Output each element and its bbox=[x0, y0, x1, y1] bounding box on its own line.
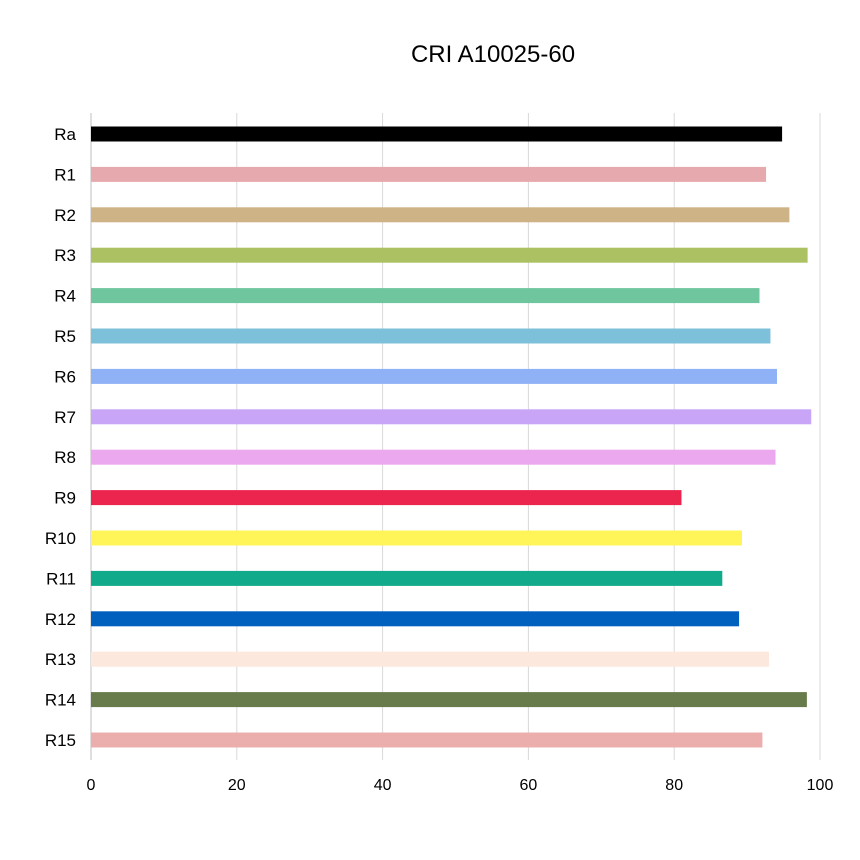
x-tick-label: 80 bbox=[665, 777, 683, 794]
category-label: R10 bbox=[45, 529, 76, 548]
bar-r5 bbox=[91, 328, 771, 344]
category-label: R2 bbox=[54, 206, 76, 225]
category-label: R4 bbox=[54, 287, 76, 306]
x-tick-label: 40 bbox=[374, 777, 392, 794]
category-label: R1 bbox=[54, 165, 76, 184]
category-label: R5 bbox=[54, 327, 76, 346]
category-label: R13 bbox=[45, 650, 76, 669]
category-labels: Ra R1 R2 R3 R4 R5 R6 R7 R8 R9 R10 R11 R12 R13 R14 R15 bbox=[45, 125, 77, 750]
category-label: R3 bbox=[54, 246, 76, 265]
category-label: R12 bbox=[45, 610, 76, 629]
bar-r2 bbox=[91, 207, 790, 223]
bar-ra bbox=[91, 126, 783, 142]
category-label: R11 bbox=[46, 569, 76, 588]
bar-r10 bbox=[91, 530, 742, 546]
x-tick-labels: 0 20 40 60 80 100 bbox=[87, 777, 834, 794]
bar-r4 bbox=[91, 288, 760, 304]
bar-r12 bbox=[91, 611, 740, 627]
bar-r7 bbox=[91, 409, 812, 425]
x-tick-label: 60 bbox=[520, 777, 538, 794]
category-label: Ra bbox=[54, 125, 76, 144]
bar-r8 bbox=[91, 449, 776, 465]
bar-r15 bbox=[91, 732, 763, 748]
bars bbox=[91, 126, 812, 748]
x-tick-label: 0 bbox=[87, 777, 96, 794]
bar-r14 bbox=[91, 692, 807, 708]
bar-r1 bbox=[91, 166, 767, 182]
bar-r6 bbox=[91, 368, 777, 384]
category-label: R7 bbox=[54, 408, 76, 427]
category-label: R15 bbox=[45, 731, 76, 750]
chart-title: CRI A10025-60 bbox=[411, 41, 575, 68]
bar-r9 bbox=[91, 490, 682, 506]
category-label: R8 bbox=[54, 448, 76, 467]
category-label: R6 bbox=[54, 367, 76, 386]
bar-r11 bbox=[91, 570, 723, 586]
category-label: R14 bbox=[45, 691, 76, 710]
bar-r13 bbox=[91, 651, 769, 667]
category-label: R9 bbox=[54, 489, 76, 508]
x-tick-label: 100 bbox=[807, 777, 834, 794]
x-tick-label: 20 bbox=[228, 777, 246, 794]
bar-r3 bbox=[91, 247, 808, 263]
